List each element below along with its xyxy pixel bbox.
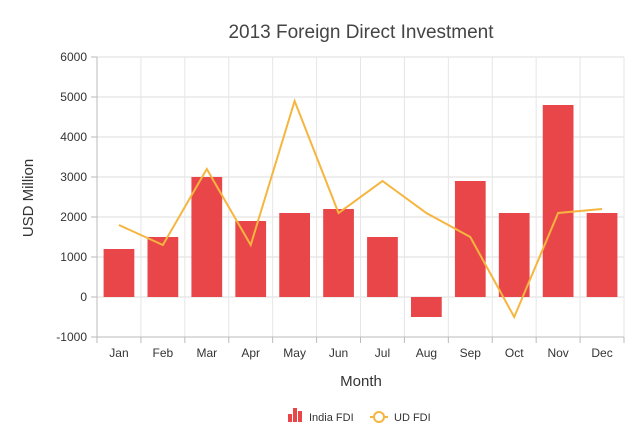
x-tick-label: Mar (196, 346, 217, 360)
x-tick-label: Dec (591, 346, 612, 360)
line-series-legend-icon (370, 411, 388, 423)
x-tick-label: Apr (241, 346, 260, 360)
bar-series-india-fdi (103, 105, 618, 317)
legend-bar (288, 414, 292, 422)
bar (323, 209, 354, 297)
x-axis-title: Month (340, 373, 382, 390)
x-tick-label: Aug (416, 346, 437, 360)
x-tick-label: Sep (460, 346, 482, 360)
y-axis-title: USD Million (20, 159, 37, 237)
legend-bar (298, 411, 302, 422)
x-tick-label: Feb (153, 346, 174, 360)
bar (411, 297, 442, 317)
series-line (118, 97, 603, 320)
x-tick-labels: Jan Feb Mar Apr May Jun Jul Aug Sep Oct Nov Dec (109, 346, 612, 360)
y-tick-label: 3000 (60, 170, 87, 184)
axes (91, 56, 625, 343)
bar (147, 237, 179, 297)
x-tick-label: Nov (547, 346, 568, 360)
y-tick-label: -1000 (56, 330, 87, 344)
chart-title: 2013 Foreign Direct Investment (228, 22, 494, 43)
legend-label-ud-fdi: UD FDI (394, 412, 431, 424)
x-tick-label: May (283, 346, 306, 360)
bar (586, 213, 618, 297)
bar (367, 237, 398, 297)
y-tick-label: 2000 (60, 210, 87, 224)
grid (96, 56, 625, 338)
bar (498, 213, 530, 297)
line-series-ud-fdi (118, 97, 603, 320)
x-tick-label: Oct (505, 346, 524, 360)
bar (542, 105, 574, 297)
y-tick-label: 4000 (60, 130, 87, 144)
x-tick-label: Jul (375, 346, 390, 360)
y-tick-label: 5000 (60, 90, 87, 104)
bar (191, 177, 223, 297)
bar (279, 213, 310, 297)
x-tick-label: Jan (109, 346, 128, 360)
legend-marker (373, 411, 385, 423)
y-tick-labels: -1000 0 1000 2000 3000 4000 5000 6000 (56, 50, 87, 344)
y-tick-label: 0 (80, 290, 87, 304)
x-tick-label: Jun (329, 346, 348, 360)
legend-bar (293, 408, 297, 422)
bar (103, 249, 135, 297)
bar-series-legend-icon (288, 408, 302, 422)
y-tick-label: 6000 (60, 50, 87, 64)
legend[interactable]: India FDI UD FDI (288, 408, 431, 424)
legend-label-india-fdi: India FDI (309, 412, 354, 424)
bar (235, 221, 267, 297)
y-tick-label: 1000 (60, 250, 87, 264)
